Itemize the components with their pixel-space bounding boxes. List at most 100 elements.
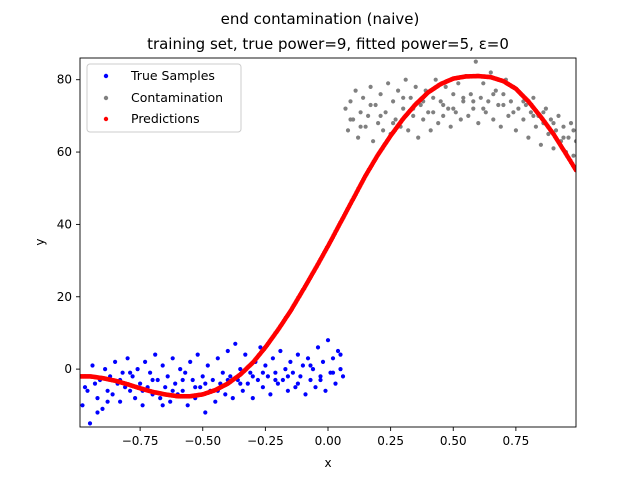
contamination-point [481,106,486,111]
contamination-point [501,92,506,97]
true-sample-point [220,370,225,375]
true-sample-point [263,363,268,368]
contamination-point [473,59,478,64]
true-sample-point [150,377,155,383]
contamination-point [468,92,473,97]
contamination-point [528,110,534,115]
true-sample-point [278,348,283,354]
true-sample-point [250,374,255,379]
plot-area [80,59,576,426]
contamination-point [548,117,554,122]
contamination-point [571,153,576,158]
true-sample-point [268,392,273,397]
true-sample-point [105,399,110,404]
contamination-point [461,99,466,104]
contamination-point [418,102,423,108]
y-tick-label: 80 [57,73,72,87]
contamination-point [401,95,406,100]
contamination-point [513,128,519,133]
true-sample-point [173,381,178,386]
contamination-point [386,81,391,86]
chart-title: end contamination (naive) [221,10,420,28]
contamination-point [348,117,353,122]
true-sample-point [310,367,316,372]
contamination-point [491,117,496,122]
true-sample-point [148,370,153,375]
true-sample-point [273,370,278,375]
contamination-point [348,99,353,104]
contamination-point [541,110,546,115]
true-sample-point [135,367,140,372]
contamination-point [461,95,466,100]
contamination-point [566,135,571,140]
contamination-point [403,77,408,82]
contamination-point [543,106,549,111]
true-sample-point [205,363,210,368]
true-sample-point [298,374,303,379]
contamination-point [345,128,351,133]
contamination-point [471,99,476,104]
legend-label-true-samples: True Samples [130,68,215,83]
true-sample-point [240,388,245,393]
true-sample-point [213,399,218,404]
legend-marker-true-samples [103,73,109,79]
contamination-point [526,135,531,140]
contamination-point [446,106,451,111]
contamination-point [358,110,363,115]
true-sample-point [238,367,243,372]
true-sample-point [130,374,135,379]
contamination-point [481,81,486,86]
contamination-point [448,124,453,129]
contamination-point [408,95,413,100]
true-sample-point [193,385,198,390]
contamination-point [483,110,488,115]
true-sample-point [200,374,205,379]
true-sample-point [330,370,336,375]
contamination-point [406,128,411,133]
contamination-point [551,146,556,151]
contamination-point [556,113,561,118]
true-sample-point [230,396,235,401]
legend-marker-contamination [103,95,109,101]
true-sample-point [323,388,328,393]
true-sample-point [210,377,215,383]
true-sample-point [223,392,228,397]
true-sample-point [120,370,125,375]
legend: True Samples Contamination Predictions [86,63,242,133]
true-sample-point [183,370,188,375]
y-tick-label: 20 [57,290,72,304]
true-sample-point [110,392,115,397]
true-sample-point [143,359,148,364]
contamination-point [551,121,556,126]
x-axis: −0.75 −0.50 −0.25 0.00 0.25 0.50 0.75 [122,427,529,448]
contamination-point [451,92,456,97]
contamination-point [431,95,436,100]
true-sample-point [250,396,255,401]
contamination-point [471,106,476,111]
contamination-point [456,81,461,86]
true-sample-point [293,385,298,390]
x-tick-label: 0.25 [377,434,404,448]
true-sample-point [85,388,90,393]
contamination-point [546,131,551,137]
contamination-point [443,84,448,89]
contamination-point [561,124,566,129]
true-sample-point [153,352,158,357]
true-sample-point [80,403,85,408]
contamination-point [371,139,376,144]
true-sample-point [203,381,208,386]
contamination-point [358,124,363,129]
true-sample-point [288,359,293,364]
true-sample-point [233,341,238,346]
contamination-point [436,121,441,126]
true-sample-point [285,374,290,379]
true-sample-point [270,356,275,361]
contamination-point [571,128,576,133]
true-sample-point [133,396,138,401]
contamination-point [453,110,458,115]
contamination-point [343,106,348,111]
contamination-point [506,113,511,118]
contamination-point [426,110,431,115]
true-sample-point [248,370,253,375]
true-sample-point [295,381,300,386]
